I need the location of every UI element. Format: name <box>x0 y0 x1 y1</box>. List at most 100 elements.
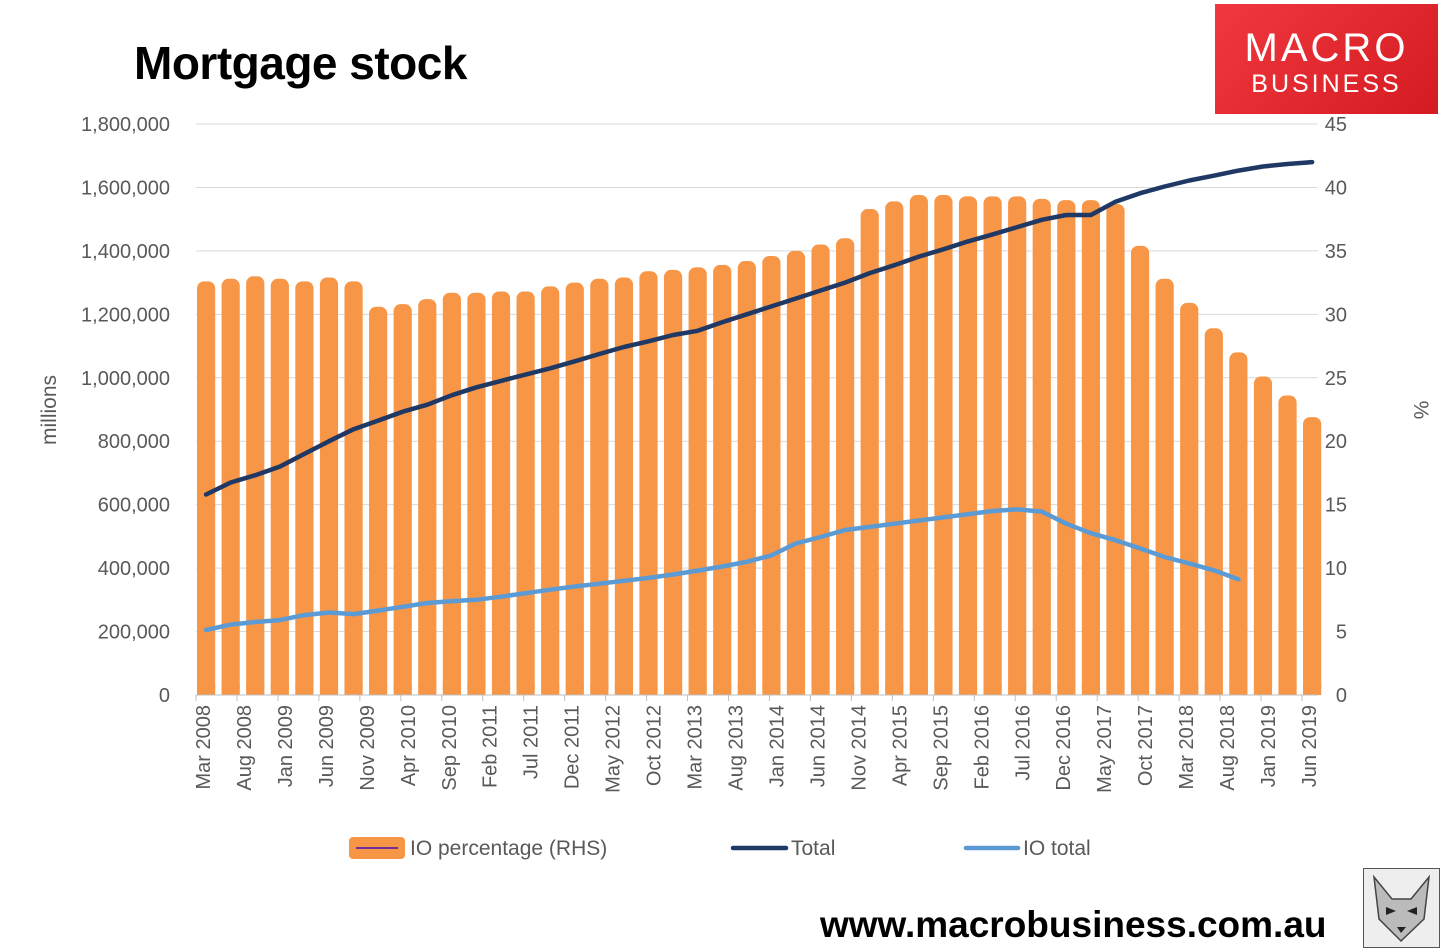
bar-io-percentage <box>393 304 412 695</box>
x-tick-label: Dec 2011 <box>562 705 584 789</box>
bar-io-percentage-base <box>663 685 683 695</box>
bar-io-percentage <box>811 244 830 696</box>
bar-io-percentage-base <box>639 685 658 695</box>
x-tick-label: Jul 2016 <box>1012 705 1034 781</box>
x-tick-label: Sep 2015 <box>930 705 952 791</box>
x-tick-label: Sep 2010 <box>439 705 461 791</box>
bar-io-percentage <box>319 277 339 695</box>
bar-io-percentage <box>270 278 289 695</box>
bar-io-percentage <box>369 306 388 695</box>
axes: 0 200,000 400,000 600,000 800,000 1,000,000 1,… <box>38 114 1432 793</box>
bar-io-percentage-base <box>1229 685 1248 695</box>
bar-io-percentage <box>1008 196 1027 695</box>
x-tick-label: Apr 2010 <box>398 705 420 786</box>
bar-io-percentage-base <box>713 685 732 695</box>
bar-io-percentage-base <box>319 685 339 695</box>
bar-io-percentage <box>246 276 265 695</box>
bar-io-percentage <box>983 196 1002 695</box>
series-lines <box>203 159 1315 633</box>
bar-io-percentage <box>1204 328 1223 695</box>
bar-io-percentage <box>541 286 560 695</box>
bar-io-percentage-base <box>541 685 560 695</box>
x-tick-label: Apr 2015 <box>889 705 911 786</box>
bar-io-percentage-base <box>614 685 634 695</box>
bar-io-percentage-base <box>1303 685 1322 695</box>
bar-io-percentage <box>1032 198 1051 695</box>
y2-tick-label: 5 <box>1336 622 1347 644</box>
x-tick-label: May 2017 <box>1094 705 1116 793</box>
bar-io-percentage <box>221 278 240 695</box>
x-tick-label: Mar 2008 <box>193 705 215 790</box>
bar-io-percentage <box>885 201 904 695</box>
bar-io-percentage <box>934 195 953 695</box>
y-tick-label: 1,400,000 <box>81 241 170 263</box>
bar-io-percentage-base <box>885 685 904 695</box>
io-percentage-bars <box>197 195 1322 696</box>
bar-io-percentage <box>491 291 511 695</box>
bar-io-percentage-base <box>590 685 609 695</box>
footer-url[interactable]: www.macrobusiness.com.au <box>820 904 1327 945</box>
bar-io-percentage-base <box>934 685 953 695</box>
x-tick-label: Aug 2008 <box>234 705 256 791</box>
bar-io-percentage <box>909 195 928 695</box>
y-tick-label: 1,800,000 <box>81 114 170 136</box>
legend: IO percentage (RHS) Total IO total <box>349 837 1091 860</box>
bar-io-percentage-base <box>836 685 855 695</box>
bar-io-percentage-base <box>1204 685 1223 695</box>
bar-io-percentage-base <box>418 685 437 695</box>
bar-io-percentage <box>344 281 363 695</box>
line-io-total <box>203 507 1241 633</box>
y-tick-label: 1,000,000 <box>81 368 170 390</box>
x-tick-label: Feb 2011 <box>480 705 502 788</box>
bar-io-percentage-base <box>442 685 461 695</box>
bar-io-percentage-base <box>1032 685 1051 695</box>
y-tick-label: 800,000 <box>98 431 170 453</box>
bar-io-percentage-base <box>246 685 265 695</box>
bar-io-percentage-base <box>1278 685 1297 695</box>
bar-io-percentage-base <box>369 685 388 695</box>
bar-io-percentage-base <box>1081 685 1101 695</box>
bar-io-percentage <box>713 264 732 695</box>
bar-io-percentage-base <box>737 685 756 695</box>
bar-io-percentage <box>1130 245 1150 695</box>
x-tick-label: Jan 2014 <box>766 705 788 787</box>
bar-io-percentage <box>1303 417 1322 695</box>
y2-tick-label: 35 <box>1325 241 1347 263</box>
bar-io-percentage <box>467 292 486 695</box>
bar-io-percentage <box>197 281 216 695</box>
y-axis-label: millions <box>38 375 61 445</box>
bar-io-percentage <box>762 255 781 695</box>
bar-io-percentage <box>639 271 658 695</box>
bar-io-percentage <box>1155 278 1174 695</box>
y-tick-label: 200,000 <box>98 622 170 644</box>
logo-line2: BUSINESS <box>1251 70 1402 98</box>
bar-io-percentage-base <box>762 685 781 695</box>
bar-io-percentage-base <box>221 685 240 695</box>
logo-line1: MACRO <box>1244 26 1409 70</box>
bar-io-percentage <box>418 299 437 695</box>
gridlines <box>196 123 1318 696</box>
x-tick-label: Nov 2009 <box>357 705 379 791</box>
y2-tick-label: 25 <box>1325 368 1347 390</box>
bar-io-percentage-base <box>1008 685 1027 695</box>
x-tick-label: Mar 2013 <box>685 705 707 790</box>
bar-io-percentage <box>516 291 535 695</box>
bar-io-percentage <box>786 250 806 695</box>
bar-io-percentage-base <box>1106 685 1125 695</box>
bar-io-percentage <box>663 269 683 695</box>
x-tick-label: May 2012 <box>603 705 625 793</box>
x-tick-label: Dec 2016 <box>1053 705 1075 791</box>
bar-io-percentage-base <box>467 685 486 695</box>
bar-io-percentage-base <box>1057 685 1076 695</box>
bar-io-percentage-base <box>516 685 535 695</box>
bar-io-percentage <box>1081 200 1101 695</box>
bar-io-percentage <box>860 209 879 695</box>
x-tick-label: Jan 2019 <box>1258 705 1280 787</box>
bar-io-percentage-base <box>565 685 584 695</box>
bar-io-percentage <box>737 261 756 695</box>
y-tick-label: 0 <box>159 685 170 707</box>
x-tick-label: Oct 2017 <box>1135 705 1157 786</box>
x-tick-label: Aug 2018 <box>1217 705 1239 791</box>
bar-io-percentage <box>442 292 461 695</box>
